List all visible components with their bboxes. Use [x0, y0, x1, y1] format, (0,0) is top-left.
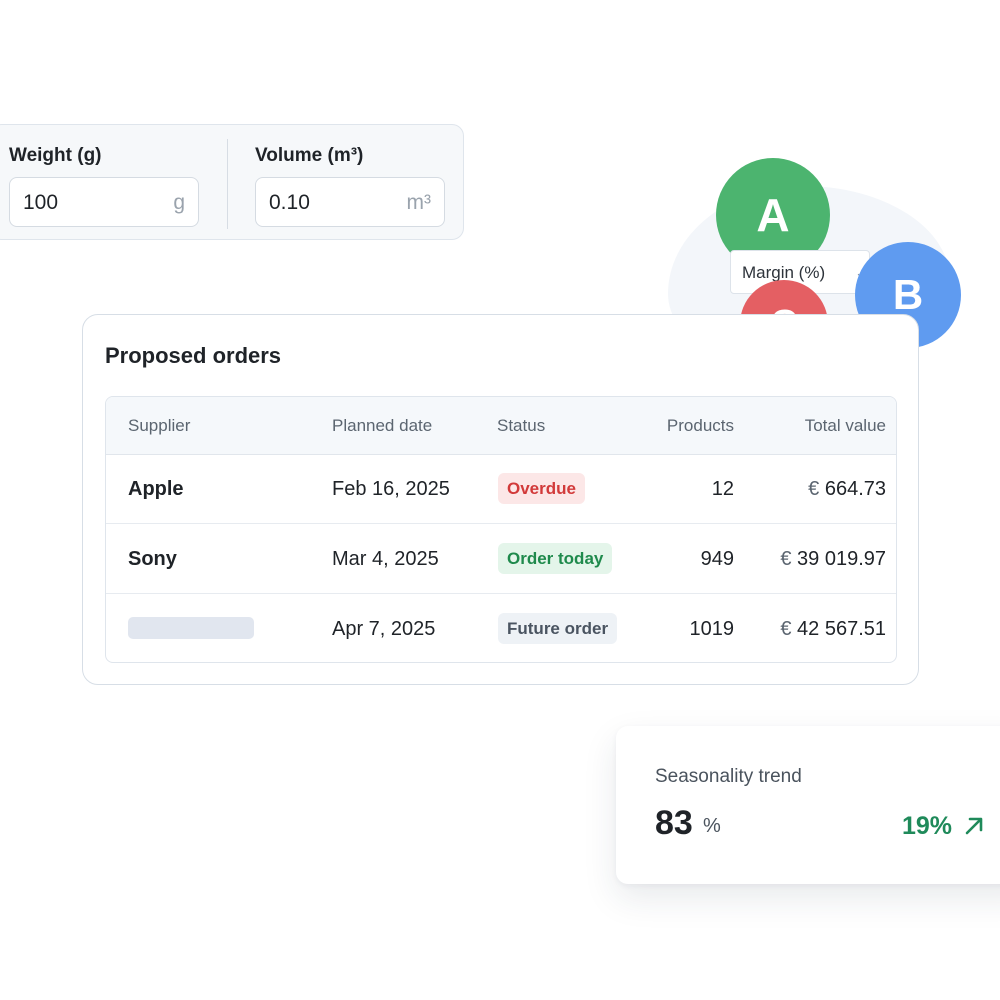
supplier-cell: Sony [128, 548, 177, 570]
total-value-cell: € 42 567.51 [780, 618, 886, 641]
status-badge: Overdue [498, 473, 585, 504]
volume-label: Volume (m³) [255, 145, 364, 166]
weight-input[interactable]: 100 g [9, 177, 199, 227]
currency-symbol: € [780, 618, 792, 640]
total-amount: 39 019.97 [797, 548, 886, 570]
total-value-cell: € 664.73 [808, 478, 886, 501]
supplier-placeholder [128, 617, 254, 639]
column-header-products[interactable]: Products [666, 416, 734, 435]
status-badge: Order today [498, 543, 613, 574]
table-row[interactable]: Apr 7, 2025 Future order 1019 € 42 567.5… [106, 594, 896, 662]
column-header-supplier[interactable]: Supplier [128, 416, 191, 435]
seasonality-label: Seasonality trend [655, 766, 802, 787]
row-divider [106, 593, 896, 594]
column-header-total-value[interactable]: Total value [804, 416, 886, 435]
weight-value: 100 [23, 191, 59, 214]
total-amount: 664.73 [824, 478, 886, 500]
field-divider [227, 139, 228, 229]
products-cell: 1019 [689, 618, 735, 640]
weight-label: Weight (g) [9, 145, 102, 166]
planned-date-cell: Apr 7, 2025 [332, 618, 436, 640]
arrow-up-right-icon [965, 817, 983, 835]
column-header-status[interactable]: Status [497, 416, 546, 435]
status-badge: Future order [498, 613, 618, 644]
orders-table: Supplier Planned date Status Products To… [105, 396, 897, 663]
volume-unit: m³ [406, 191, 432, 214]
total-value-cell: € 39 019.97 [780, 548, 886, 571]
margin-select-value: Margin (%) [742, 263, 826, 282]
orders-title: Proposed orders [105, 343, 282, 368]
products-cell: 12 [711, 478, 734, 500]
currency-symbol: € [780, 548, 792, 570]
column-header-planned-date[interactable]: Planned date [332, 416, 433, 435]
planned-date-cell: Feb 16, 2025 [332, 478, 450, 500]
volume-input[interactable]: 0.10 m³ [255, 177, 445, 227]
seasonality-change: 19% [902, 812, 953, 840]
table-row[interactable]: Apple Feb 16, 2025 Overdue 12 € 664.73 [106, 454, 896, 524]
seasonality-card: Seasonality trend 83 % 19% [616, 726, 1000, 884]
products-cell: 949 [700, 548, 734, 570]
volume-value: 0.10 [269, 191, 310, 214]
weight-unit: g [173, 191, 185, 214]
dimensions-card: Weight (g) 100 g Volume (m³) 0.10 m³ [0, 124, 464, 240]
segment-a-letter: A [756, 189, 790, 241]
planned-date-cell: Mar 4, 2025 [332, 548, 439, 570]
seasonality-value: 83 [655, 804, 693, 842]
supplier-cell: Apple [128, 478, 184, 500]
segment-b-letter: B [892, 271, 924, 318]
total-amount: 42 567.51 [797, 618, 886, 640]
proposed-orders-card: Proposed orders Supplier Planned date St… [82, 314, 919, 685]
currency-symbol: € [808, 478, 820, 500]
seasonality-unit: % [703, 815, 721, 837]
table-header: Supplier Planned date Status Products To… [106, 397, 896, 455]
table-row[interactable]: Sony Mar 4, 2025 Order today 949 € 39 01… [106, 524, 896, 594]
row-divider [106, 523, 896, 524]
